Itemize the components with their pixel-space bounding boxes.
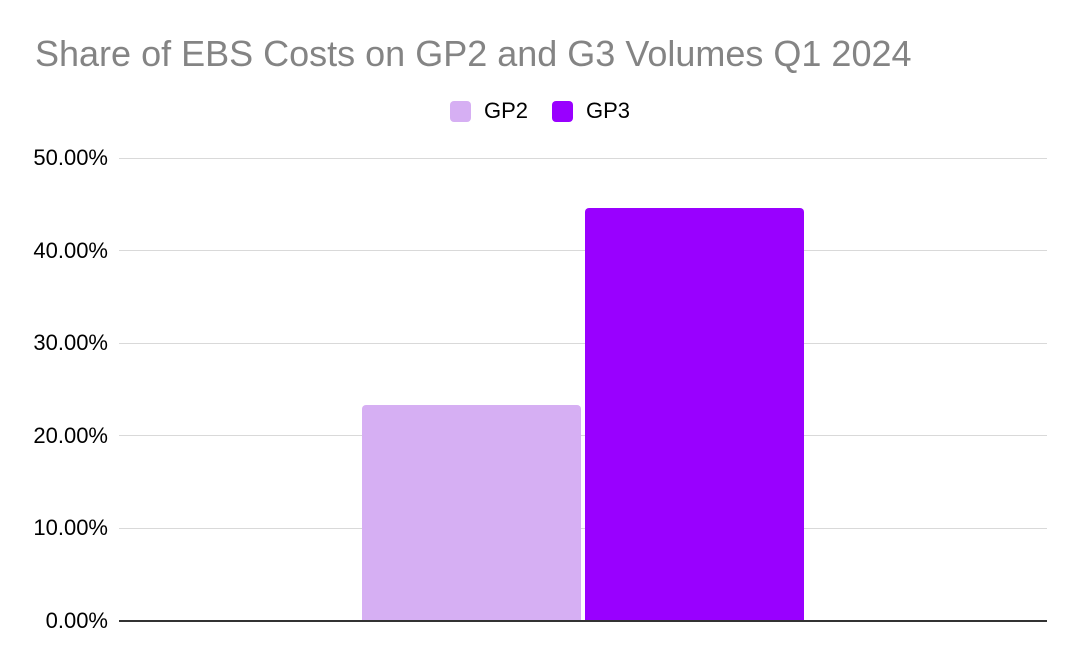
y-tick-label-30: 30.00%	[33, 330, 108, 356]
legend-label-gp2: GP2	[483, 98, 528, 123]
legend-item-gp2: GP2	[449, 98, 528, 123]
legend-label-gp3: GP3	[586, 98, 631, 123]
chart-title: Share of EBS Costs on GP2 and G3 Volumes…	[35, 33, 912, 74]
bar-gp2	[362, 404, 581, 621]
gridline-10	[119, 527, 1047, 529]
bar-gp3	[585, 208, 804, 621]
x-axis-line	[119, 619, 1047, 622]
y-tick-label-40: 40.00%	[33, 237, 108, 263]
y-tick-label-0: 0.00%	[45, 608, 108, 633]
gridline-30	[119, 342, 1047, 344]
y-tick-label-10: 10.00%	[33, 515, 108, 541]
chart-legend: GP2 GP3	[0, 97, 1080, 125]
legend-item-gp3: GP3	[552, 100, 630, 122]
y-axis: 0.00% 10.00% 20.00% 30.00% 40.00% 50.00%	[0, 147, 108, 632]
legend-swatch-gp2	[449, 100, 471, 122]
y-tick-label-50: 50.00%	[33, 145, 108, 170]
y-tick-label-20: 20.00%	[33, 422, 108, 448]
plot-area	[119, 157, 1047, 622]
gridline-50	[119, 157, 1047, 159]
legend-swatch-gp3	[552, 100, 573, 122]
gridline-40	[119, 250, 1047, 252]
gridline-20	[119, 435, 1047, 437]
